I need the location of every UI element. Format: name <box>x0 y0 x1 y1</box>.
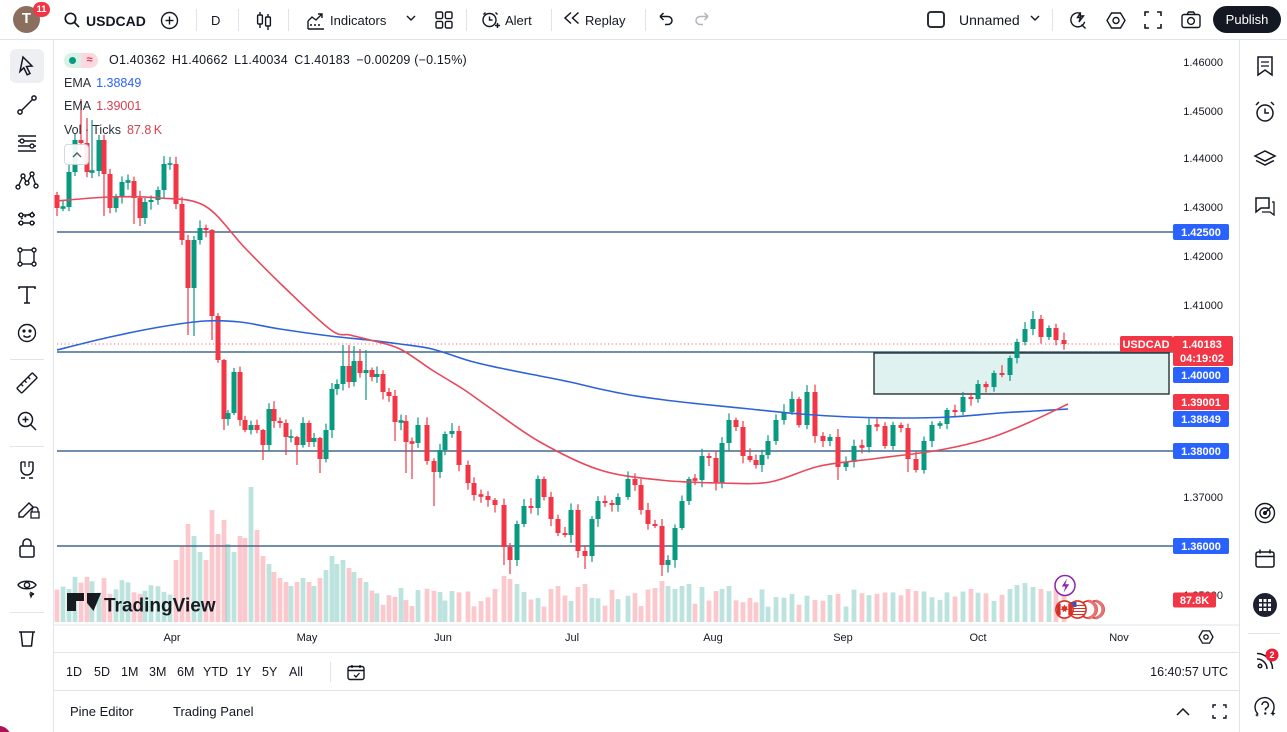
svg-text:Apr: Apr <box>163 632 180 644</box>
svg-text:87.8K: 87.8K <box>1180 595 1209 607</box>
svg-text:Nov: Nov <box>1109 632 1129 644</box>
svg-text:Jul: Jul <box>565 632 579 644</box>
svg-text:1.40183: 1.40183 <box>1182 339 1222 351</box>
svg-text:1.45000: 1.45000 <box>1183 106 1223 118</box>
svg-text:Oct: Oct <box>969 632 986 644</box>
svg-text:2: 2 <box>1269 650 1274 660</box>
svg-text:May: May <box>297 632 318 644</box>
svg-text:1.38000: 1.38000 <box>1181 446 1221 458</box>
svg-text:1.41000: 1.41000 <box>1183 300 1223 312</box>
svg-text:1.39001: 1.39001 <box>1181 397 1221 409</box>
svg-text:1.40000: 1.40000 <box>1181 370 1221 382</box>
svg-text:Sep: Sep <box>833 632 853 644</box>
svg-text:USDCAD: USDCAD <box>1122 339 1169 351</box>
svg-text:1.44000: 1.44000 <box>1183 153 1223 165</box>
svg-text:1.46000: 1.46000 <box>1183 57 1223 69</box>
svg-text:1.38849: 1.38849 <box>1181 414 1221 426</box>
svg-text:1.42000: 1.42000 <box>1183 251 1223 263</box>
svg-text:TradingView: TradingView <box>104 596 216 617</box>
svg-text:04:19:02: 04:19:02 <box>1180 353 1224 365</box>
svg-text:1.42500: 1.42500 <box>1181 227 1221 239</box>
svg-text:Aug: Aug <box>703 632 723 644</box>
svg-text:1.36000: 1.36000 <box>1181 541 1221 553</box>
svg-text:Jun: Jun <box>434 632 452 644</box>
svg-text:1.43000: 1.43000 <box>1183 202 1223 214</box>
svg-text:1.37000: 1.37000 <box>1183 492 1223 504</box>
